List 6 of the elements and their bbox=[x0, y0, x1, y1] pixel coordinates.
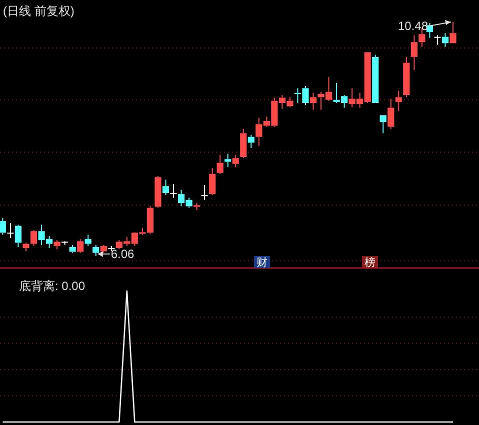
annotation: 10.48 bbox=[398, 19, 428, 33]
text: 财 bbox=[256, 256, 268, 269]
chart-title: (日线 前复权) bbox=[3, 4, 74, 18]
text: 榜 bbox=[364, 256, 376, 269]
chart-title: 底背离: 0.00 bbox=[19, 279, 86, 293]
annotation: 6.06 bbox=[110, 247, 135, 261]
